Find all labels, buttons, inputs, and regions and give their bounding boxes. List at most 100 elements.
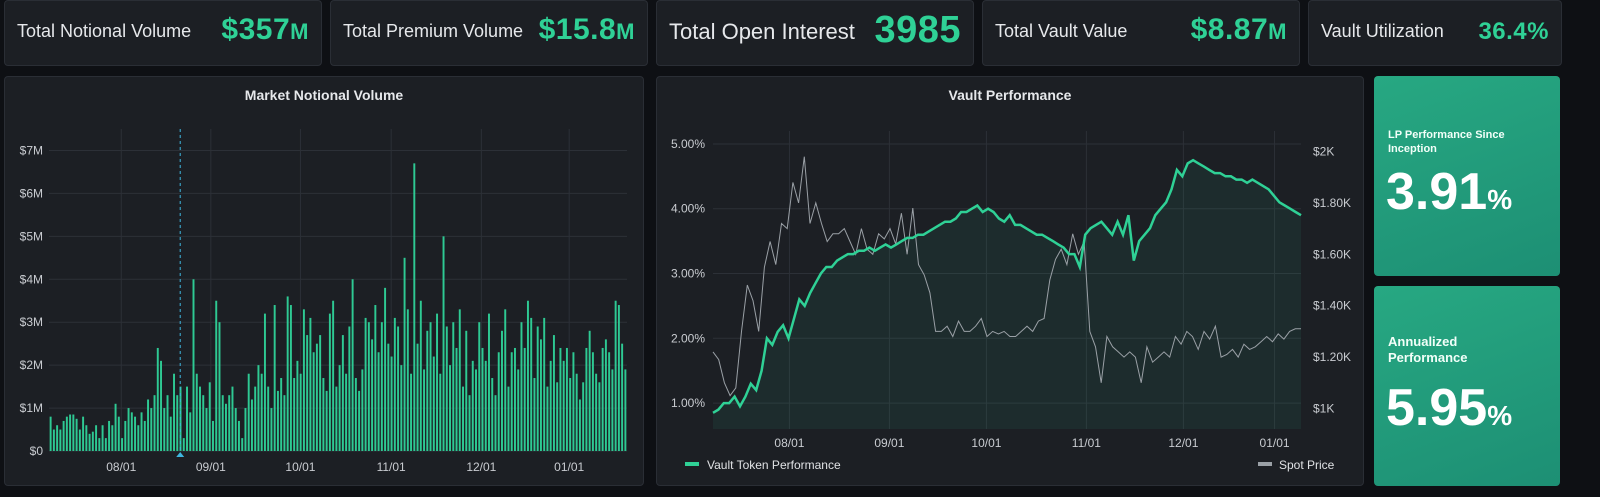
bar-chart: $0 $1M $2M $3M $4M $5M $6M $7M 08/01 09/01 10/01 11…: [20, 129, 627, 474]
bar: [62, 420, 65, 451]
bar: [624, 369, 627, 451]
bar: [367, 322, 370, 451]
bar: [95, 425, 98, 451]
stat-value: $15.8M: [538, 13, 635, 46]
bar: [497, 352, 500, 451]
bar: [85, 425, 88, 451]
bar: [491, 378, 494, 451]
bar: [406, 309, 409, 451]
stat-label: Total Premium Volume: [343, 21, 524, 41]
bar: [569, 378, 572, 451]
stat-card-open-interest: Total Open Interest 3985: [656, 0, 974, 66]
bar: [91, 431, 94, 451]
bar: [364, 317, 367, 451]
chart-title: Vault Performance: [948, 87, 1072, 103]
bar: [611, 369, 614, 451]
bar: [143, 420, 146, 451]
bar: [98, 438, 101, 451]
bar: [212, 420, 214, 451]
x-tick-label: 11/01: [1072, 436, 1101, 450]
bar: [423, 369, 426, 451]
bar: [114, 403, 117, 451]
bar: [384, 287, 387, 451]
bar: [504, 309, 507, 451]
bar: [481, 347, 484, 451]
bar: [163, 408, 166, 451]
bar: [257, 365, 260, 451]
bar: [319, 335, 322, 451]
y-right-tick-label: $1.40K: [1313, 299, 1351, 313]
bar: [82, 416, 85, 451]
bar: [241, 438, 244, 451]
bar: [575, 373, 578, 451]
bar: [348, 326, 351, 451]
bar: [513, 347, 516, 451]
bar: [299, 373, 302, 451]
bar: [52, 429, 55, 451]
bar: [604, 339, 607, 451]
bar: [147, 399, 150, 451]
bar: [134, 416, 137, 451]
bar: [309, 317, 312, 451]
legend-label-vault: Vault Token Performance: [707, 458, 841, 472]
stat-card-notional-volume: Total Notional Volume $357M: [4, 0, 322, 66]
bar: [546, 386, 549, 451]
bar: [549, 360, 552, 451]
bar: [328, 313, 331, 451]
y-left-tick-label: 4.00%: [671, 202, 705, 216]
y-left-tick-label: 2.00%: [671, 331, 705, 345]
x-tick-label: 12/01: [1168, 436, 1198, 450]
bar: [471, 360, 474, 451]
y-right-tick-label: $1.80K: [1313, 196, 1351, 210]
vault-performance-panel: Vault Performance 1.00% 2.00% 3.00% 4.00% 5.…: [656, 76, 1364, 486]
bar: [75, 418, 78, 451]
bar: [289, 305, 292, 451]
bar: [237, 420, 240, 451]
bar: [436, 313, 439, 451]
bar: [173, 373, 175, 451]
bar: [182, 438, 185, 451]
stat-label: Total Open Interest: [669, 19, 855, 44]
bar: [153, 395, 156, 451]
stat-value: $8.87M: [1190, 13, 1287, 46]
bar: [520, 322, 523, 451]
bar: [221, 395, 224, 451]
bar: [562, 360, 565, 451]
chart-title: Market Notional Volume: [244, 87, 404, 103]
bar: [452, 322, 455, 451]
bar: [332, 300, 335, 451]
bar: [585, 347, 588, 451]
y-tick-label: $0: [30, 444, 44, 458]
bar: [517, 369, 520, 451]
annualized-performance-value: 5.95%: [1386, 379, 1513, 437]
bar: [273, 305, 276, 451]
bar: [445, 326, 448, 451]
bar: [260, 373, 263, 451]
bar: [598, 382, 601, 451]
bar: [205, 408, 208, 451]
bar: [390, 356, 393, 451]
bar: [552, 335, 555, 451]
bar: [358, 390, 361, 451]
bar: [267, 386, 270, 451]
bar: [543, 317, 546, 451]
x-tick-label: 11/01: [377, 460, 406, 474]
bar: [218, 322, 221, 451]
bar: [78, 429, 81, 451]
bar: [169, 416, 172, 451]
bar: [393, 317, 396, 451]
bar: [270, 408, 273, 451]
bar: [228, 395, 231, 451]
bar: [507, 386, 510, 451]
bar: [582, 382, 585, 451]
stat-label: Vault Utilization: [1321, 21, 1444, 41]
stat-value: $357M: [221, 13, 309, 46]
bar: [104, 438, 107, 451]
bar: [426, 330, 429, 451]
bar: [247, 373, 250, 451]
bar: [156, 347, 159, 451]
x-tick-label: 09/01: [196, 460, 226, 474]
legend-swatch-spot: [1258, 462, 1272, 466]
bar: [429, 322, 432, 451]
bar: [387, 343, 390, 451]
